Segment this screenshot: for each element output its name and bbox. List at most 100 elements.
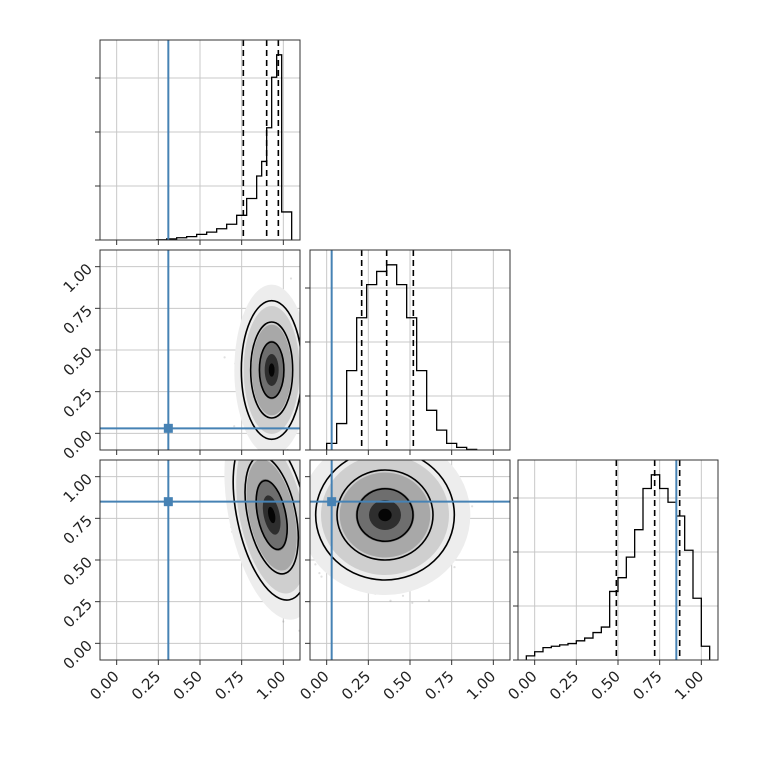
scatter-point bbox=[394, 447, 396, 449]
scatter-point bbox=[305, 549, 307, 551]
scatter-point bbox=[383, 453, 385, 455]
scatter-point bbox=[302, 568, 304, 570]
scatter-point bbox=[453, 566, 456, 569]
scatter-point bbox=[301, 548, 303, 550]
scatter-point bbox=[403, 452, 405, 454]
scatter-point bbox=[305, 539, 307, 541]
density-level bbox=[268, 363, 275, 377]
y-tick-label: 0.75 bbox=[60, 512, 96, 548]
scatter-point bbox=[306, 373, 308, 375]
hist-step-line bbox=[326, 264, 478, 450]
scatter-point bbox=[253, 453, 255, 455]
truth-marker bbox=[163, 423, 173, 433]
contour-line bbox=[244, 460, 300, 575]
scatter-point bbox=[308, 533, 310, 535]
scatter-point bbox=[300, 561, 302, 563]
scatter-point bbox=[233, 425, 236, 428]
scatter-point bbox=[255, 451, 257, 453]
scatter-point bbox=[305, 483, 307, 485]
x-tick-label: 0.75 bbox=[629, 667, 665, 703]
scatter-point bbox=[258, 452, 260, 454]
scatter-point bbox=[471, 505, 474, 508]
scatter-point bbox=[378, 444, 380, 446]
density-level bbox=[378, 508, 392, 522]
scatter-point bbox=[259, 457, 261, 459]
x-tick-label: 0.00 bbox=[504, 667, 540, 703]
scatter-point bbox=[303, 399, 305, 401]
hist-panel-2 bbox=[513, 459, 719, 665]
x-tick-label: 0.50 bbox=[170, 667, 206, 703]
contour-line bbox=[249, 321, 294, 419]
y-tick-label: 1.00 bbox=[60, 470, 96, 506]
scatter-point bbox=[251, 454, 253, 456]
scatter-point bbox=[303, 569, 305, 571]
scatter-point bbox=[275, 456, 277, 458]
y-tick-label: 0.00 bbox=[60, 637, 96, 673]
density-content bbox=[223, 277, 308, 450]
scatter-point bbox=[394, 440, 396, 442]
scatter-point bbox=[270, 451, 272, 453]
scatter-point bbox=[304, 588, 306, 590]
scatter-point bbox=[302, 555, 304, 557]
scatter-point bbox=[289, 277, 293, 280]
x-tick-label: 0.00 bbox=[296, 667, 332, 703]
scatter-point bbox=[304, 473, 306, 475]
scatter-point bbox=[258, 452, 260, 454]
scatter-point bbox=[380, 454, 382, 456]
contour-line bbox=[232, 460, 300, 601]
scatter-point bbox=[408, 450, 410, 452]
scatter-point bbox=[303, 530, 305, 532]
contour-line bbox=[314, 460, 456, 581]
scatter-point bbox=[433, 443, 435, 445]
density-panel-2-1 bbox=[304, 440, 511, 665]
hist-step-line bbox=[156, 54, 293, 241]
x-tick-label: 0.50 bbox=[380, 667, 416, 703]
scatter-point bbox=[380, 446, 382, 448]
scatter-point bbox=[369, 446, 371, 448]
density-level bbox=[267, 506, 276, 524]
scatter-point bbox=[304, 575, 306, 577]
scatter-point bbox=[427, 599, 431, 602]
scatter-point bbox=[247, 455, 249, 457]
scatter-point bbox=[256, 453, 258, 455]
scatter-point bbox=[262, 454, 264, 456]
contour-line bbox=[258, 341, 285, 399]
x-tick-label: 1.00 bbox=[463, 667, 499, 703]
contour-line bbox=[336, 469, 434, 561]
scatter-point bbox=[320, 575, 323, 578]
density-content bbox=[224, 447, 310, 632]
scatter-point bbox=[251, 452, 253, 454]
scatter-point bbox=[282, 620, 285, 623]
truth-marker bbox=[327, 497, 337, 507]
scatter-point bbox=[303, 511, 305, 513]
scatter-point bbox=[268, 457, 270, 459]
scatter-point bbox=[376, 447, 378, 449]
scatter-point bbox=[407, 457, 409, 459]
scatter-point bbox=[303, 538, 305, 540]
scatter-point bbox=[261, 454, 263, 456]
scatter-point bbox=[393, 455, 395, 457]
y-tick-label: 0.75 bbox=[60, 302, 96, 338]
scatter-point bbox=[234, 453, 236, 455]
contour-line bbox=[255, 479, 288, 551]
scatter-point bbox=[223, 356, 226, 359]
scatter-point bbox=[332, 456, 334, 458]
scatter-point bbox=[305, 374, 307, 376]
hist-step-line bbox=[525, 474, 711, 660]
x-tick-label: 0.75 bbox=[421, 667, 457, 703]
y-tick-label: 0.50 bbox=[60, 343, 96, 379]
scatter-point bbox=[262, 452, 264, 454]
scatter-point bbox=[303, 388, 305, 390]
contour-line bbox=[240, 299, 300, 441]
y-tick-label: 0.00 bbox=[60, 427, 96, 463]
scatter-point bbox=[306, 333, 308, 335]
x-tick-label: 0.75 bbox=[211, 667, 247, 703]
scatter-point bbox=[314, 563, 317, 566]
x-tick-label: 0.25 bbox=[338, 667, 374, 703]
scatter-point bbox=[415, 452, 417, 454]
scatter-point bbox=[301, 534, 303, 536]
scatter-point bbox=[261, 456, 263, 458]
scatter-point bbox=[250, 447, 252, 449]
